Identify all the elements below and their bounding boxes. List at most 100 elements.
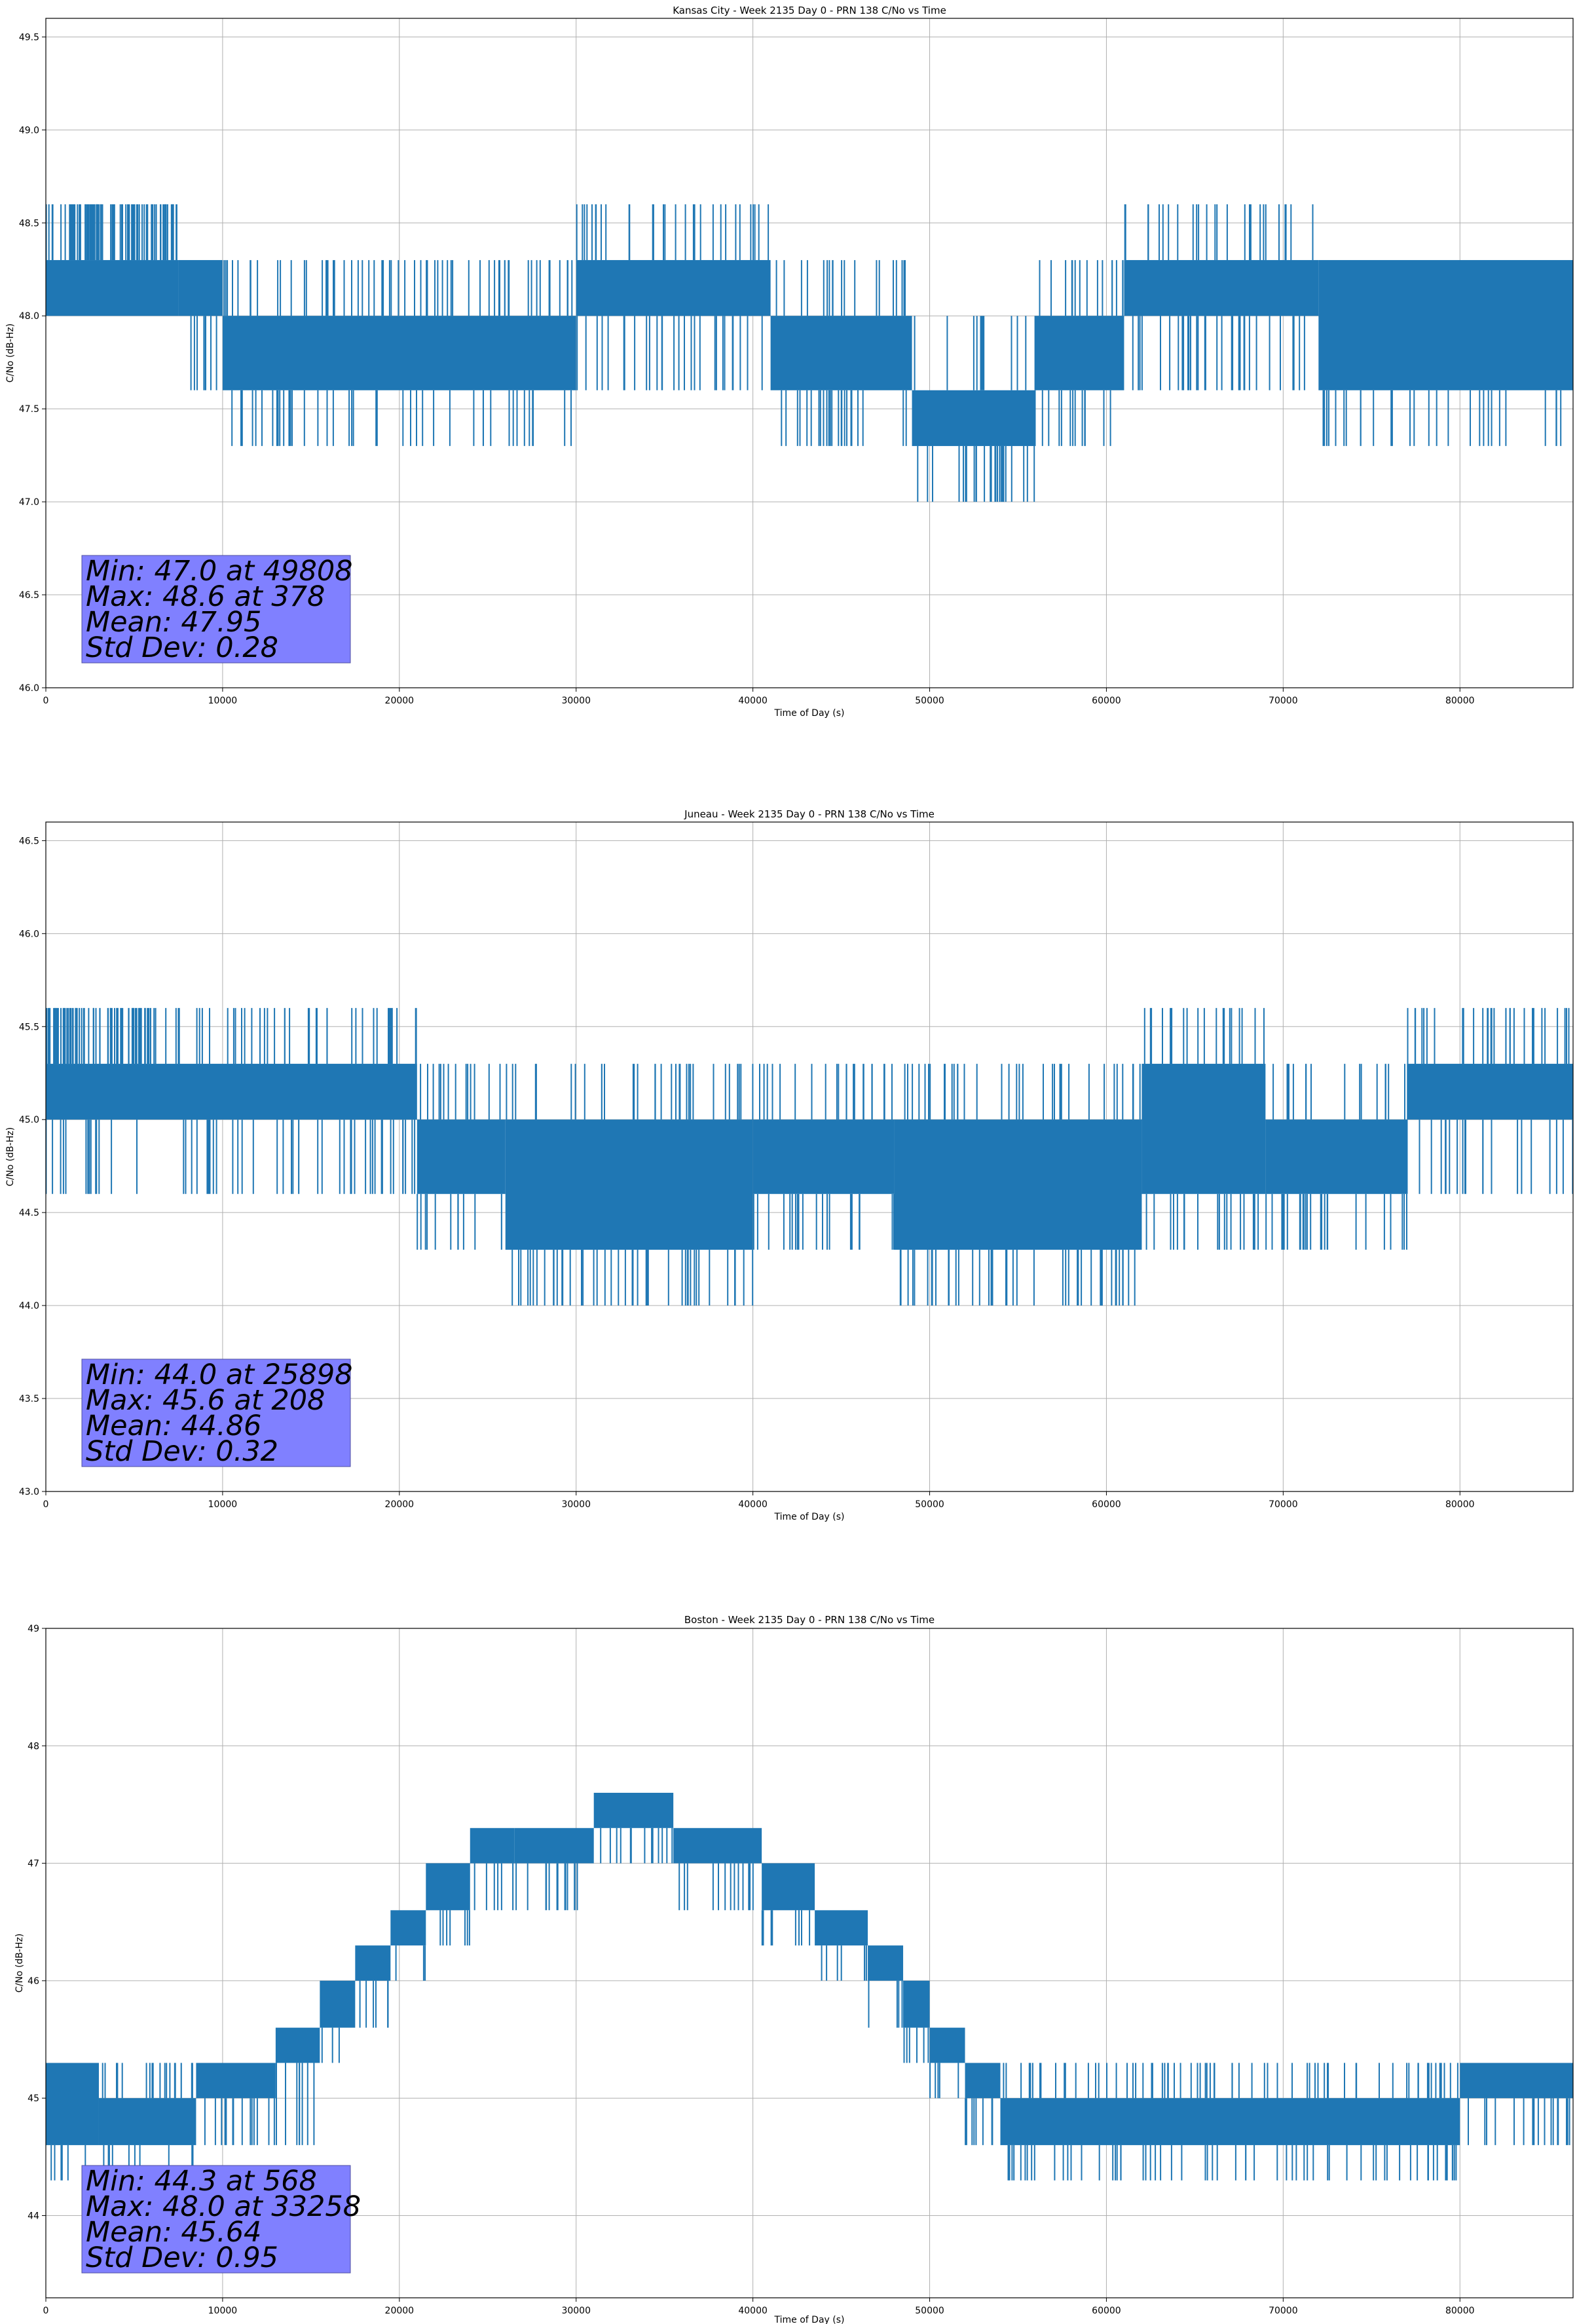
series-spikes bbox=[899, 1064, 1141, 1306]
x-tick-label: 60000 bbox=[1092, 2306, 1121, 2316]
y-tick-label: 48.5 bbox=[19, 218, 39, 229]
series-band bbox=[178, 260, 223, 316]
series-spikes bbox=[868, 1980, 903, 2028]
stats-box-background bbox=[81, 2165, 351, 2274]
series-band bbox=[752, 1119, 895, 1194]
y-tick-label: 43.0 bbox=[19, 1487, 39, 1497]
chart-title: Kansas City - Week 2135 Day 0 - PRN 138 … bbox=[673, 5, 946, 16]
series-band bbox=[1124, 260, 1319, 316]
series-band bbox=[355, 1945, 391, 1981]
series-spikes bbox=[914, 316, 1036, 502]
series-band bbox=[965, 2063, 1001, 2099]
series-spikes bbox=[761, 1910, 811, 1946]
series-band bbox=[470, 1827, 515, 1864]
x-tick-label: 10000 bbox=[208, 1499, 238, 1510]
series-spikes bbox=[102, 2063, 194, 2181]
series-band bbox=[762, 1863, 815, 1911]
y-tick-label: 45.0 bbox=[19, 1115, 39, 1125]
series-spikes bbox=[515, 1863, 578, 1911]
x-tick-label: 50000 bbox=[915, 1499, 944, 1510]
y-tick-label: 46 bbox=[28, 1976, 39, 1987]
x-tick-label: 20000 bbox=[385, 2306, 415, 2316]
y-tick-label: 44 bbox=[28, 2211, 39, 2221]
series-spikes bbox=[600, 1827, 673, 1864]
stats-max: Max: 48.0 at 33258 bbox=[86, 2190, 361, 2223]
series-spikes bbox=[50, 2145, 86, 2181]
series-band bbox=[46, 1064, 417, 1120]
x-tick-label: 60000 bbox=[1092, 1499, 1121, 1510]
axes-frame bbox=[45, 1628, 1574, 2298]
series-upper-cluster bbox=[46, 1007, 151, 1064]
stats-min: Min: 47.0 at 49808 bbox=[86, 555, 353, 588]
chart-1: 0 10000 20000 30000 40000 50000 60000 70000 8000… bbox=[5, 808, 1574, 1522]
series-band bbox=[912, 390, 1036, 446]
x-tick-label: 80000 bbox=[1445, 2306, 1475, 2316]
x-tick-label: 10000 bbox=[208, 2306, 238, 2316]
stats-box-background bbox=[81, 555, 351, 664]
series-band bbox=[1265, 1119, 1407, 1194]
series-line bbox=[46, 1793, 1573, 2181]
series-band bbox=[196, 2063, 276, 2099]
series-band bbox=[903, 1980, 930, 2028]
series-band bbox=[1460, 2063, 1573, 2099]
axes-frame bbox=[45, 18, 1574, 688]
series-spikes bbox=[204, 2098, 275, 2145]
y-tick-label: 45.5 bbox=[19, 1022, 39, 1032]
stats-mean: Mean: 45.64 bbox=[86, 2216, 261, 2249]
series-spikes bbox=[1322, 390, 1562, 446]
series-band bbox=[320, 1980, 356, 2028]
series-band bbox=[894, 1119, 1142, 1250]
x-axis-label: Time of Day (s) bbox=[774, 2315, 845, 2324]
stats-mean: Mean: 47.95 bbox=[86, 606, 261, 639]
series-spikes bbox=[929, 2063, 959, 2099]
series-band bbox=[426, 1863, 470, 1911]
y-tick-label: 44.0 bbox=[19, 1301, 39, 1311]
x-tick-label: 30000 bbox=[561, 2306, 591, 2316]
series-spikes bbox=[576, 204, 770, 390]
y-tick-label: 43.5 bbox=[19, 1394, 39, 1404]
stats-std-dev: Std Dev: 0.95 bbox=[86, 2241, 278, 2274]
series-line bbox=[45, 1007, 1574, 1306]
series-spikes bbox=[1265, 1064, 1407, 1250]
axes-frame bbox=[45, 821, 1574, 1492]
series-upper-cluster bbox=[48, 204, 177, 261]
y-tick-label: 49.0 bbox=[19, 125, 39, 136]
series-line bbox=[45, 204, 1573, 502]
y-tick-label: 47.0 bbox=[19, 497, 39, 508]
series-band bbox=[390, 1910, 426, 1946]
series-band bbox=[929, 2027, 965, 2063]
x-tick-label: 60000 bbox=[1092, 696, 1121, 706]
series-spikes bbox=[678, 1863, 754, 1911]
series-spikes bbox=[1124, 204, 1314, 390]
stats-max: Max: 45.6 at 208 bbox=[86, 1384, 325, 1417]
series-spikes bbox=[276, 2063, 315, 2145]
x-tick-label: 40000 bbox=[738, 2306, 768, 2316]
stats-max: Max: 48.6 at 378 bbox=[86, 580, 325, 613]
x-tick-label: 70000 bbox=[1269, 2306, 1298, 2316]
stats-min: Min: 44.0 at 25898 bbox=[86, 1359, 353, 1391]
x-tick-label: 70000 bbox=[1269, 1499, 1298, 1510]
series-band bbox=[514, 1827, 594, 1864]
y-tick-label: 47 bbox=[28, 1859, 39, 1869]
y-tick-label: 45 bbox=[28, 2093, 39, 2104]
y-tick-label: 44.5 bbox=[19, 1208, 39, 1218]
stats-std-dev: Std Dev: 0.32 bbox=[86, 1435, 278, 1468]
x-tick-label: 0 bbox=[43, 696, 49, 706]
series-spikes bbox=[439, 1910, 470, 1946]
y-axis-label: C/No (dB-Hz) bbox=[5, 1127, 16, 1186]
stats-box-background bbox=[81, 1359, 351, 1467]
series-band bbox=[275, 2027, 320, 2063]
y-tick-label: 47.5 bbox=[19, 404, 39, 415]
x-tick-label: 0 bbox=[43, 2306, 49, 2316]
series-spikes bbox=[903, 2027, 929, 2063]
y-tick-label: 49 bbox=[28, 1624, 39, 1634]
series-spikes bbox=[1039, 260, 1124, 446]
series-spikes bbox=[223, 260, 573, 446]
series-spikes bbox=[1406, 1007, 1574, 1194]
y-tick-label: 49.5 bbox=[19, 32, 39, 43]
series-band bbox=[1407, 1064, 1573, 1120]
x-tick-label: 50000 bbox=[915, 696, 944, 706]
